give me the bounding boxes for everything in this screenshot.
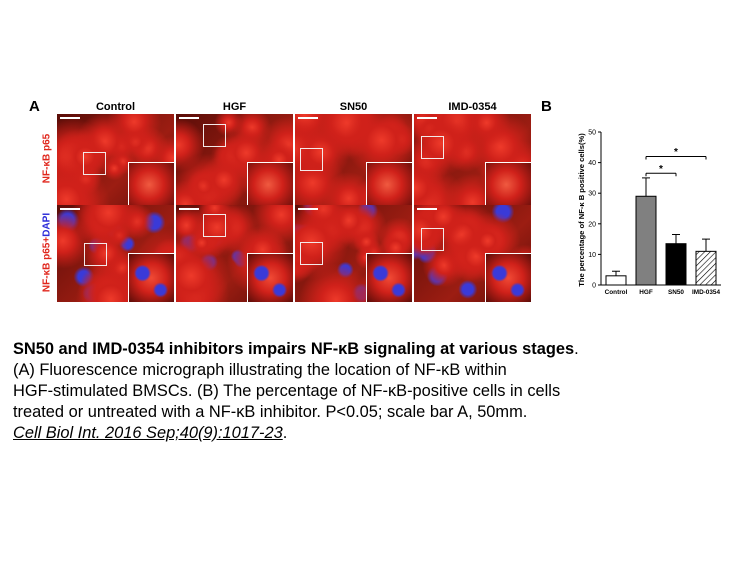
region-of-interest-box (300, 148, 323, 171)
micrograph-control-row1 (57, 114, 174, 211)
figure-caption: SN50 and IMD-0354 inhibitors impairs NF-… (13, 339, 748, 444)
region-of-interest-box (421, 136, 444, 159)
caption-title-line: SN50 and IMD-0354 inhibitors impairs NF-… (13, 340, 579, 358)
panel-a-letter: A (29, 98, 40, 115)
zoom-inset (485, 253, 531, 302)
region-of-interest-box (203, 214, 226, 237)
significance-star: * (674, 147, 678, 158)
region-of-interest-box (300, 242, 323, 265)
column-header-hgf: HGF (222, 101, 247, 113)
x-tick-label: Control (605, 289, 628, 296)
region-of-interest-box (83, 152, 106, 175)
zoom-inset (128, 253, 174, 302)
zoom-inset (247, 253, 293, 302)
micrograph-imd-0354-row1 (414, 114, 531, 211)
micrograph-control-row2 (57, 205, 174, 302)
region-of-interest-box (203, 124, 226, 147)
y-tick-label: 40 (588, 160, 596, 167)
caption-line-3: treated or untreated with a NF-κB inhibi… (13, 403, 528, 421)
column-header-sn50: SN50 (339, 101, 368, 113)
micrograph-sn50-row2 (295, 205, 412, 302)
bar-imd-0354 (695, 250, 717, 286)
caption-title: SN50 and IMD-0354 inhibitors impairs NF-… (13, 340, 575, 358)
region-of-interest-box (421, 228, 444, 251)
zoom-inset (128, 162, 174, 211)
micrograph-sn50-row1 (295, 114, 412, 211)
row-label-p65-dapi: NF-κB p65+DAPI (41, 212, 53, 293)
y-axis-label: The percentage of NF-κ B positive cells(… (577, 133, 586, 287)
x-tick-label: SN50 (668, 289, 684, 296)
region-of-interest-box (84, 243, 107, 266)
row-label-p65: NF-κB p65 (41, 133, 53, 184)
column-header-control: Control (95, 101, 136, 113)
column-header-imd-0354: IMD-0354 (448, 101, 497, 113)
scale-bar (417, 208, 437, 210)
y-tick-label: 30 (588, 191, 596, 198)
panel-b-letter: B (541, 98, 552, 115)
citation-link[interactable]: Cell Biol Int. 2016 Sep;40(9):1017-23 (13, 424, 283, 442)
zoom-inset (485, 162, 531, 211)
micrograph-hgf-row2 (176, 205, 293, 302)
bar-control (605, 275, 627, 286)
scale-bar (298, 208, 318, 210)
caption-line-1: (A) Fluorescence micrograph illustrating… (13, 361, 507, 379)
scale-bar (298, 117, 318, 119)
micrograph-imd-0354-row2 (414, 205, 531, 302)
caption-citation-line: Cell Biol Int. 2016 Sep;40(9):1017-23. (13, 424, 288, 442)
caption-line-2: HGF-stimulated BMSCs. (B) The percentage… (13, 382, 561, 400)
zoom-inset (366, 162, 412, 211)
bar-sn50 (665, 243, 687, 286)
micrograph-hgf-row1 (176, 114, 293, 211)
y-tick-label: 10 (588, 252, 596, 259)
scale-bar (417, 117, 437, 119)
x-tick-label: IMD-0354 (692, 289, 721, 296)
bar-hgf (635, 195, 657, 286)
x-tick-label: HGF (639, 289, 653, 296)
scale-bar (179, 117, 199, 119)
y-tick-label: 50 (588, 130, 596, 137)
significance-star: * (659, 164, 663, 175)
zoom-inset (247, 162, 293, 211)
y-tick-label: 0 (592, 283, 596, 290)
scale-bar (60, 117, 80, 119)
zoom-inset (366, 253, 412, 302)
y-tick-label: 20 (588, 221, 596, 228)
scale-bar (179, 208, 199, 210)
scale-bar (60, 208, 80, 210)
